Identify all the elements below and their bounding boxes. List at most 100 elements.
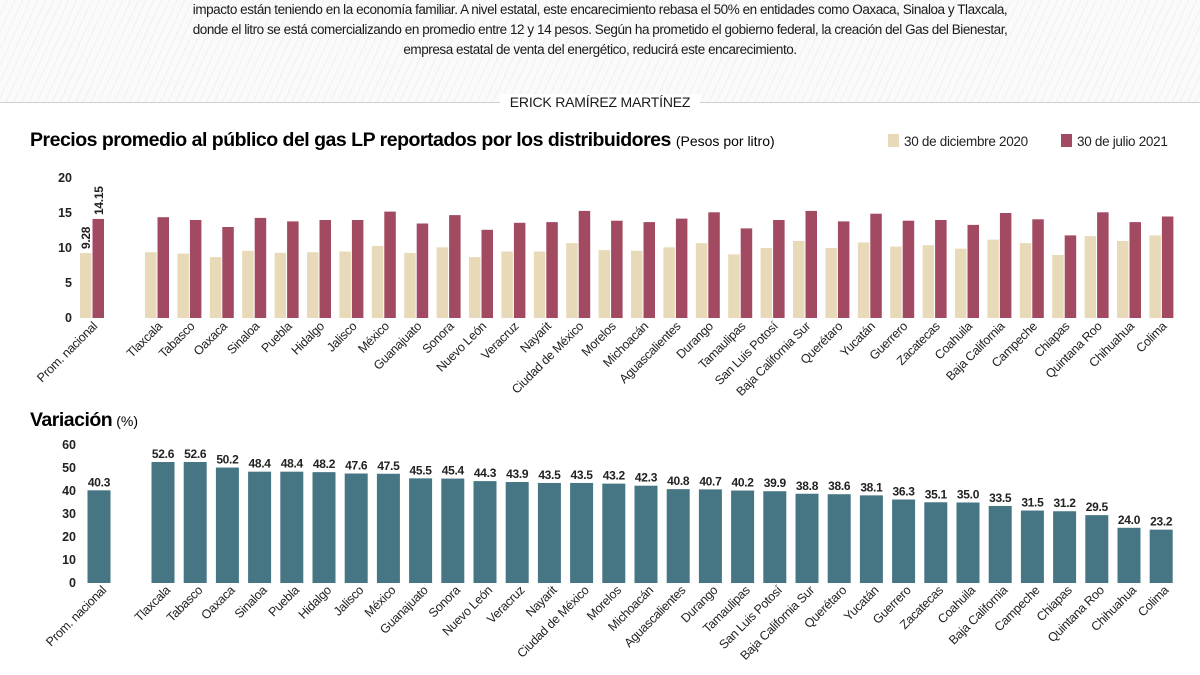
- bar-dec-2020: [922, 245, 935, 318]
- data-label-variation: 43.2: [603, 469, 626, 483]
- bar-variation: [376, 473, 400, 583]
- legend-label-dec-2020: 30 de diciembre 2020: [904, 134, 1028, 149]
- bar-jul-2021: [675, 218, 688, 318]
- data-label-dec-national: 9.28: [79, 226, 93, 249]
- data-label-variation: 47.6: [345, 459, 368, 473]
- bar-jul-2021: [902, 220, 915, 318]
- bar-jul-2021: [416, 223, 429, 318]
- bar-dec-2020: [955, 248, 967, 318]
- bar-variation: [795, 493, 819, 583]
- data-label-variation: 31.2: [1054, 496, 1077, 510]
- y-tick-label: 20: [62, 530, 76, 544]
- bar-variation: [441, 478, 465, 583]
- bar-dec-2020: [728, 254, 740, 318]
- bar-dec-2020: [533, 251, 546, 318]
- category-label: Colima: [1135, 583, 1171, 619]
- bar-jul-2021: [92, 218, 104, 318]
- bar-jul-2021: [319, 220, 331, 318]
- data-label-variation: 44.3: [474, 466, 497, 480]
- bar-dec-2020: [987, 239, 999, 318]
- bar-jul-2021: [1097, 212, 1109, 318]
- y-tick-label: 5: [65, 276, 72, 290]
- data-label-variation: 35.1: [925, 487, 948, 501]
- data-label-variation: 40.3: [88, 475, 111, 489]
- data-label-variation: 24.0: [1118, 513, 1141, 527]
- bar-dec-2020: [825, 248, 837, 318]
- variation-chart-title: Variación (%): [30, 409, 138, 431]
- bar-dec-2020: [501, 251, 513, 318]
- bar-variation: [763, 491, 787, 583]
- data-label-variation: 31.5: [1021, 496, 1044, 510]
- bar-dec-2020: [177, 253, 189, 318]
- bar-jul-2021: [773, 220, 785, 318]
- bar-variation: [537, 482, 561, 583]
- bar-variation: [1149, 529, 1173, 583]
- data-label-variation: 52.6: [184, 447, 207, 461]
- bar-jul-2021: [611, 220, 623, 318]
- data-label-variation: 40.7: [699, 474, 722, 488]
- data-label-variation: 38.6: [828, 479, 851, 493]
- bar-dec-2020: [793, 241, 805, 318]
- bar-dec-2020: [1117, 241, 1129, 318]
- bar-dec-2020: [307, 252, 319, 318]
- category-label: Oaxaca: [198, 583, 237, 622]
- y-tick-label: 40: [62, 484, 76, 498]
- y-tick-label: 0: [65, 311, 72, 325]
- bar-variation: [859, 495, 883, 583]
- bar-dec-2020: [339, 251, 351, 318]
- bar-variation: [634, 485, 658, 583]
- bar-jul-2021: [643, 222, 655, 318]
- bar-dec-2020: [1149, 235, 1161, 318]
- category-label: Jalisco: [331, 583, 367, 619]
- data-label-variation: 52.6: [152, 447, 175, 461]
- data-label-variation: 39.9: [764, 476, 787, 490]
- y-tick-label: 10: [62, 553, 76, 567]
- data-label-variation: 38.1: [860, 480, 883, 494]
- header-background: [0, 0, 1200, 102]
- price-chart-title: Precios promedio al público del gas LP r…: [30, 129, 775, 151]
- bar-jul-2021: [222, 227, 234, 318]
- bar-jul-2021: [546, 222, 558, 318]
- category-label: Jalisco: [324, 319, 360, 355]
- bar-variation: [151, 462, 175, 583]
- data-label-variation: 29.5: [1086, 500, 1109, 514]
- bar-variation: [473, 481, 497, 583]
- bar-jul-2021: [578, 210, 591, 318]
- bar-dec-2020: [631, 250, 643, 318]
- bar-variation: [1020, 510, 1044, 583]
- y-tick-label: 60: [62, 438, 76, 452]
- y-tick-label: 10: [58, 241, 72, 255]
- bar-dec-2020: [695, 243, 708, 318]
- category-label: Oaxaca: [191, 319, 230, 358]
- bar-dec-2020: [760, 248, 773, 318]
- bar-dec-2020: [242, 250, 254, 318]
- bar-dec-2020: [404, 252, 416, 318]
- bar-jul-2021: [1129, 222, 1141, 318]
- bar-variation: [312, 472, 336, 583]
- bar-variation: [183, 462, 207, 583]
- bar-jul-2021: [1032, 219, 1044, 318]
- data-label-variation: 42.3: [635, 471, 658, 485]
- bar-variation: [570, 482, 594, 583]
- y-tick-label: 30: [62, 507, 76, 521]
- bar-variation: [988, 505, 1012, 583]
- bar-dec-2020: [1052, 255, 1064, 318]
- bar-jul-2021: [481, 229, 493, 318]
- category-label: Hidalgo: [296, 583, 335, 622]
- bar-jul-2021: [740, 228, 753, 318]
- bar-jul-2021: [805, 210, 817, 318]
- bar-dec-2020: [566, 243, 578, 318]
- data-label-variation: 40.2: [732, 476, 755, 490]
- bar-variation: [827, 494, 851, 583]
- category-label: Sinaloa: [224, 319, 262, 357]
- bar-dec-2020: [598, 250, 611, 318]
- bar-dec-2020: [469, 257, 481, 318]
- bar-variation: [1117, 527, 1141, 583]
- bar-jul-2021: [157, 217, 169, 318]
- bar-jul-2021: [708, 212, 720, 318]
- bar-variation: [731, 490, 755, 583]
- bar-variation: [892, 499, 916, 583]
- category-label: Sinaloa: [232, 583, 270, 621]
- data-label-variation: 23.2: [1150, 515, 1173, 529]
